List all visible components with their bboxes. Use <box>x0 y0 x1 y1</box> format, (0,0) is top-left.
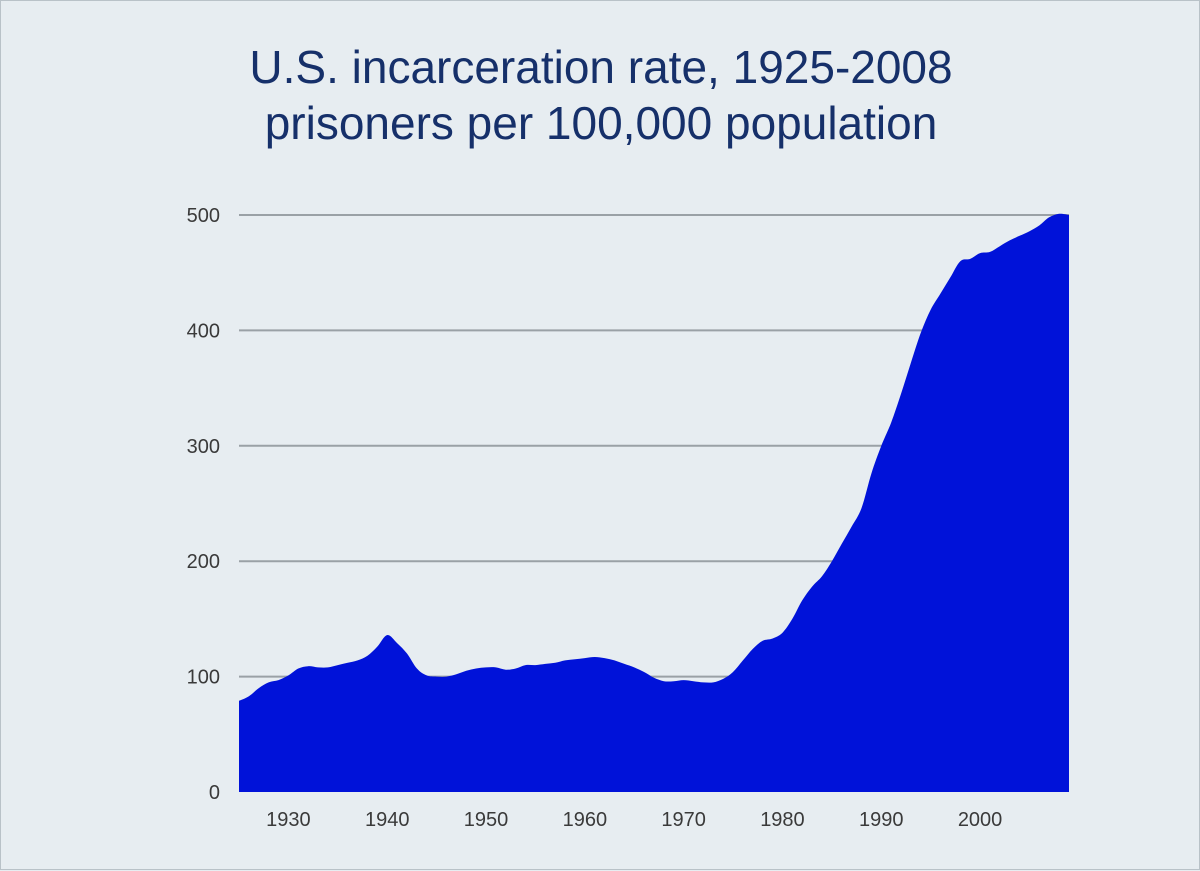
x-tick-label: 1940 <box>365 809 410 831</box>
y-tick-label: 200 <box>187 551 220 573</box>
x-tick-label: 2000 <box>958 809 1003 831</box>
title-line: U.S. incarceration rate, 1925-2008 <box>249 41 953 93</box>
x-tick-label: 1980 <box>760 809 805 831</box>
y-tick-label: 0 <box>209 782 220 804</box>
x-tick-label: 1960 <box>563 809 608 831</box>
y-tick-label: 300 <box>187 436 220 458</box>
x-tick-label: 1930 <box>266 809 311 831</box>
x-tick-label: 1970 <box>661 809 706 831</box>
area-series <box>239 213 1069 793</box>
chart-title: U.S. incarceration rate, 1925-2008 priso… <box>1 39 1200 151</box>
y-tick-label: 400 <box>187 320 220 342</box>
x-axis-ticks: 1930 1940 1950 1960 1970 1980 1990 2000 <box>266 809 1002 831</box>
y-tick-label: 500 <box>187 205 220 227</box>
y-tick-label: 100 <box>187 667 220 689</box>
area-fill <box>239 213 1069 793</box>
x-tick-label: 1950 <box>464 809 509 831</box>
y-axis-ticks: 0 100 200 300 400 500 <box>187 205 220 804</box>
x-tick-label: 1990 <box>859 809 904 831</box>
subtitle-line: prisoners per 100,000 population <box>264 97 938 149</box>
